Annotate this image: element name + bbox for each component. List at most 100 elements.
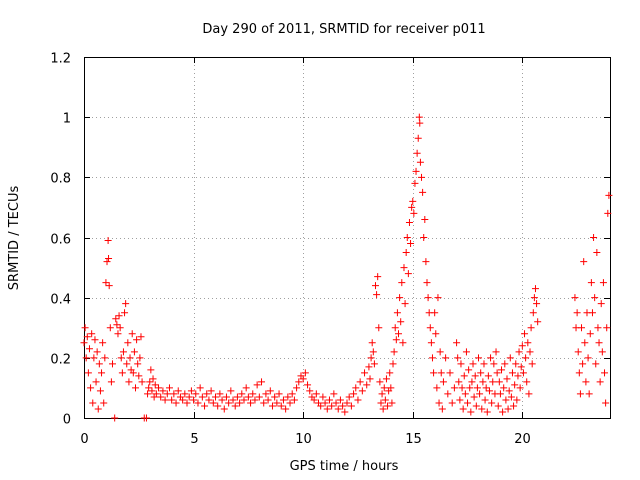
data-point	[92, 378, 100, 386]
data-point	[325, 396, 333, 404]
data-point	[330, 390, 338, 398]
data-point	[431, 309, 439, 317]
data-point	[516, 384, 524, 392]
data-point	[502, 396, 510, 404]
data-point	[424, 294, 432, 302]
data-point	[488, 399, 496, 407]
data-point	[363, 381, 371, 389]
data-point	[209, 399, 217, 407]
data-point	[198, 393, 206, 401]
data-point	[277, 402, 285, 410]
data-point	[168, 396, 176, 404]
data-point	[80, 339, 88, 347]
data-point	[98, 369, 106, 377]
data-point	[587, 279, 595, 287]
data-point	[108, 360, 116, 368]
data-point	[442, 354, 450, 362]
data-point	[310, 396, 318, 404]
data-point	[225, 399, 233, 407]
data-point	[369, 348, 377, 356]
data-point	[405, 218, 413, 226]
data-point	[518, 342, 526, 350]
data-point	[527, 324, 535, 332]
data-point	[95, 360, 103, 368]
data-point	[255, 393, 263, 401]
data-point	[435, 399, 443, 407]
data-point	[603, 324, 611, 332]
data-point	[159, 387, 167, 395]
data-point	[130, 348, 138, 356]
data-point	[599, 279, 607, 287]
data-point	[102, 279, 110, 287]
data-point	[91, 336, 99, 344]
data-point	[114, 330, 122, 338]
data-point	[339, 402, 347, 410]
data-point	[444, 390, 452, 398]
data-point	[523, 378, 531, 386]
data-point	[596, 378, 604, 386]
data-point	[306, 387, 314, 395]
data-point	[304, 381, 312, 389]
data-point	[375, 324, 383, 332]
data-point	[147, 366, 155, 374]
data-point	[352, 384, 360, 392]
data-point	[103, 258, 111, 266]
data-point	[151, 381, 159, 389]
data-point	[475, 354, 482, 362]
data-point	[284, 393, 292, 401]
data-point	[356, 378, 364, 386]
data-point	[374, 273, 382, 281]
data-point	[582, 378, 590, 386]
data-point	[483, 408, 491, 416]
data-point	[586, 330, 594, 338]
data-point	[187, 387, 195, 395]
data-point	[462, 348, 470, 356]
data-point	[468, 378, 476, 386]
data-point	[222, 393, 230, 401]
data-point	[387, 384, 395, 392]
data-point	[181, 390, 189, 398]
data-point	[590, 234, 598, 241]
data-point	[90, 354, 98, 362]
data-point	[134, 360, 142, 368]
data-point	[220, 405, 228, 413]
data-point	[350, 390, 358, 398]
data-point	[591, 294, 599, 302]
data-point	[571, 294, 579, 302]
data-point	[119, 348, 127, 356]
y-tick-label: 0.2	[50, 353, 71, 368]
data-point	[481, 396, 489, 404]
data-point	[295, 378, 303, 386]
data-point	[214, 402, 222, 410]
data-point	[469, 360, 477, 368]
data-point	[94, 405, 102, 413]
data-point	[478, 405, 486, 413]
data-point	[174, 387, 182, 395]
data-point	[480, 360, 488, 368]
data-point	[365, 363, 373, 371]
y-tick-label: 0	[63, 413, 71, 428]
x-tick-label: 0	[80, 432, 88, 447]
data-point	[358, 387, 366, 395]
data-point	[512, 360, 520, 368]
data-point	[526, 348, 534, 356]
data-point	[347, 402, 355, 410]
data-point	[126, 354, 134, 362]
data-point	[123, 360, 131, 368]
data-point	[312, 390, 320, 398]
data-point	[392, 336, 400, 344]
data-point	[493, 369, 501, 377]
data-point	[531, 285, 539, 293]
x-axis-label: GPS time / hours	[290, 459, 399, 474]
data-point	[368, 339, 376, 347]
data-point	[433, 384, 441, 392]
data-point	[366, 375, 374, 383]
data-point	[416, 158, 424, 166]
data-point	[411, 179, 419, 187]
data-point	[124, 339, 132, 347]
data-point	[438, 405, 446, 413]
data-point	[436, 348, 444, 356]
data-point	[371, 282, 379, 290]
data-point	[377, 399, 385, 407]
data-point	[515, 348, 523, 356]
